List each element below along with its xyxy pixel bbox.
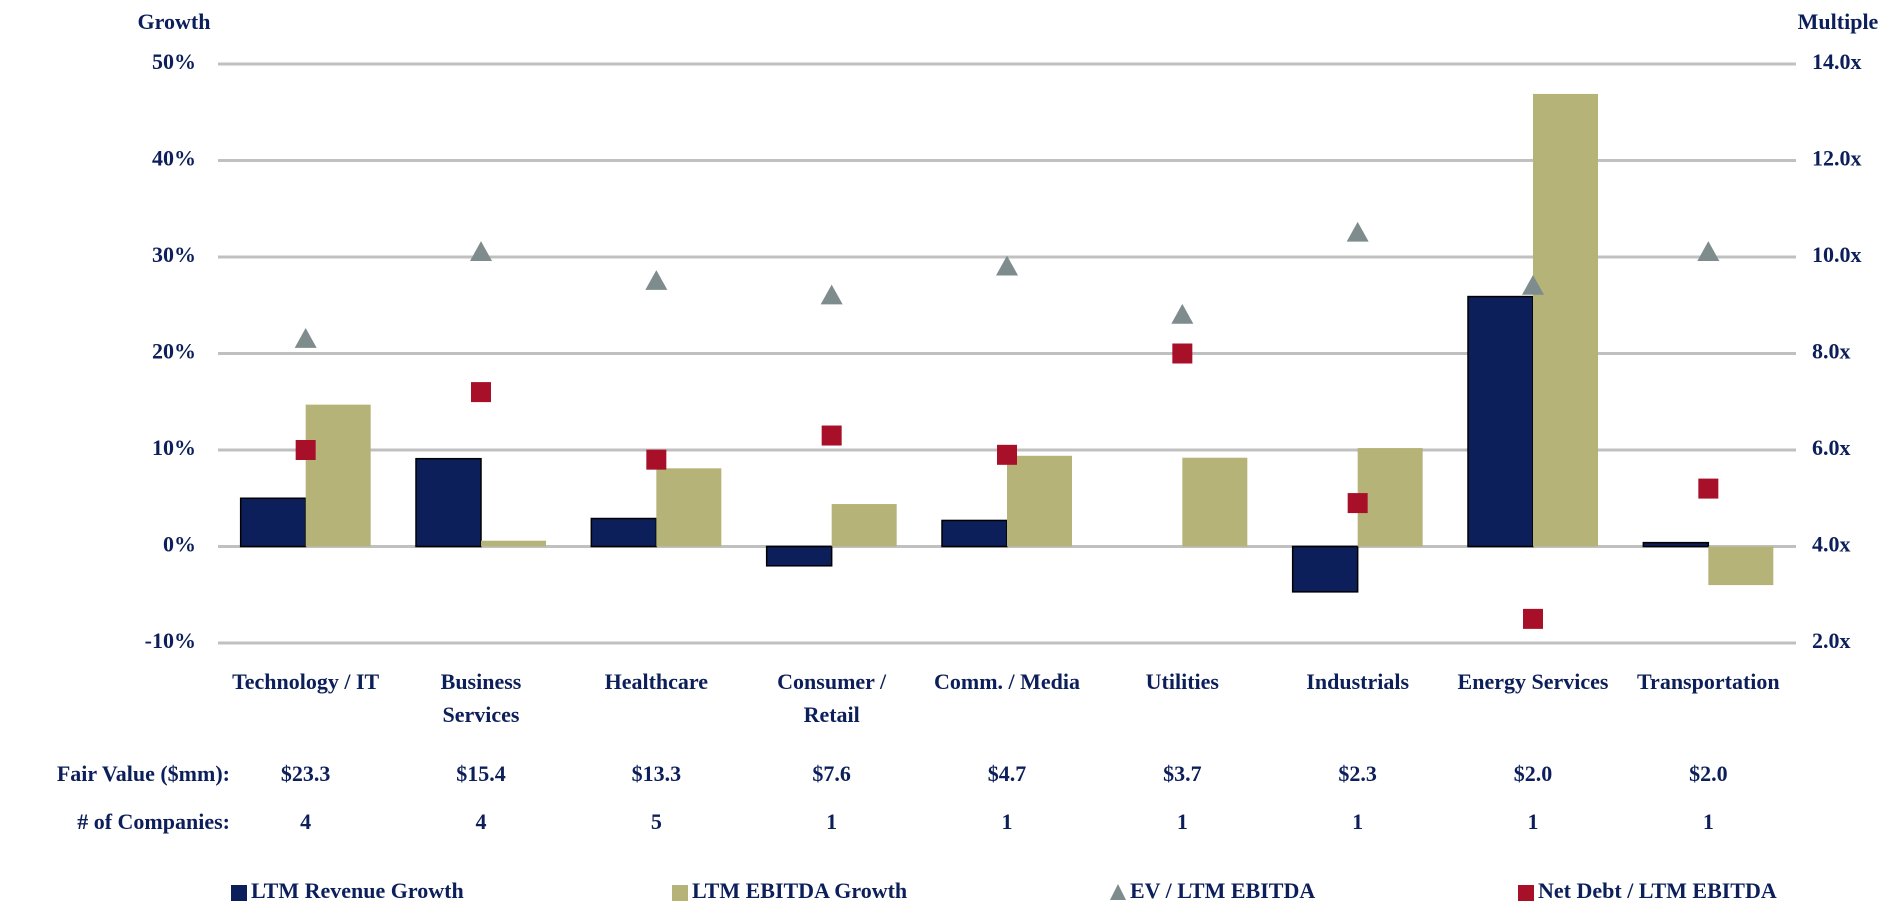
- fair-value: $2.3: [1338, 761, 1377, 786]
- triangle-marker: [1522, 274, 1544, 295]
- square-marker: [1347, 493, 1368, 514]
- y-tick-label: 50%: [152, 49, 196, 74]
- fair-value: $2.0: [1514, 761, 1553, 786]
- bar: [1182, 457, 1248, 547]
- bar: [239, 497, 307, 548]
- y2-tick-label: 10.0x: [1812, 242, 1862, 267]
- company-count: 1: [826, 809, 837, 834]
- company-count: 4: [476, 809, 487, 834]
- x-tick-label: Consumer / Retail: [777, 669, 887, 727]
- y2-tick-label: 4.0x: [1812, 532, 1851, 557]
- y-tick-label: 20%: [152, 339, 196, 364]
- triangle-marker: [1697, 241, 1720, 261]
- triangle-marker: [1171, 303, 1194, 324]
- fair-value: $23.3: [281, 761, 331, 786]
- bar: [590, 517, 658, 548]
- square-marker: [646, 449, 667, 470]
- x-tick-label: Transportation: [1637, 669, 1780, 694]
- x-tick-label: Healthcare: [605, 669, 709, 694]
- companies-label: # of Companies:: [77, 809, 230, 834]
- x-tick-label: Comm. / Media: [934, 669, 1080, 694]
- company-count: 1: [1352, 809, 1363, 834]
- bar: [831, 504, 897, 547]
- legend-label: EV / LTM EBITDA: [1130, 878, 1315, 903]
- square-marker: [1698, 478, 1719, 499]
- fair-value-label: Fair Value ($mm):: [57, 761, 230, 786]
- company-count: 5: [651, 809, 662, 834]
- company-count: 1: [1177, 809, 1188, 834]
- triangle-marker: [294, 328, 317, 348]
- bar: [765, 545, 833, 567]
- legend-swatch: [672, 885, 688, 901]
- y-tick-label: -10%: [145, 628, 196, 653]
- y2-axis-label: Multiple: [1798, 9, 1879, 34]
- legend-swatch: [1110, 884, 1126, 900]
- y-tick-label: 30%: [152, 242, 196, 267]
- legend-label: LTM Revenue Growth: [251, 878, 464, 903]
- fair-value: $4.7: [988, 761, 1027, 786]
- bar: [1007, 455, 1072, 547]
- company-count: 1: [1002, 809, 1013, 834]
- fair-value: $13.3: [632, 761, 682, 786]
- company-count: 4: [300, 809, 311, 834]
- x-tick-label: Utilities: [1146, 669, 1220, 694]
- triangle-marker: [1346, 221, 1369, 242]
- x-tick-label: Energy Services: [1458, 669, 1609, 694]
- legend-label: Net Debt / LTM EBITDA: [1538, 878, 1777, 903]
- y2-tick-label: 12.0x: [1812, 146, 1862, 171]
- x-tick-label: Technology / IT: [232, 669, 379, 694]
- bar: [1291, 545, 1359, 593]
- legend-label: LTM EBITDA Growth: [692, 878, 907, 903]
- bar: [1708, 546, 1774, 586]
- bar: [941, 519, 1008, 548]
- y2-tick-label: 2.0x: [1812, 628, 1851, 653]
- fair-value: $15.4: [456, 761, 506, 786]
- x-tick-label: Industrials: [1306, 669, 1409, 694]
- triangle-marker: [470, 241, 492, 261]
- bar: [415, 457, 482, 548]
- bar: [1642, 541, 1710, 548]
- square-marker: [997, 444, 1017, 465]
- company-count: 1: [1703, 809, 1714, 834]
- bar: [481, 540, 546, 547]
- company-count: 1: [1528, 809, 1539, 834]
- y2-tick-label: 6.0x: [1812, 435, 1851, 460]
- fair-value: $7.6: [812, 761, 851, 786]
- bar: [1533, 93, 1598, 547]
- x-tick-label: Business Services: [441, 669, 522, 727]
- y2-tick-label: 14.0x: [1812, 49, 1862, 74]
- fair-value: $2.0: [1689, 761, 1728, 786]
- y-axis-label: Growth: [138, 9, 211, 34]
- fair-value: $3.7: [1163, 761, 1202, 786]
- bar: [305, 404, 371, 547]
- bar: [1467, 295, 1534, 548]
- triangle-marker: [645, 270, 668, 290]
- square-marker: [821, 425, 842, 446]
- y-tick-label: 40%: [152, 146, 196, 171]
- y2-tick-label: 8.0x: [1812, 339, 1851, 364]
- legend-swatch: [231, 885, 247, 901]
- bar: [656, 468, 722, 547]
- y-tick-label: 0%: [163, 532, 196, 557]
- square-marker: [1172, 343, 1193, 364]
- triangle-marker: [820, 284, 843, 305]
- square-marker: [471, 382, 491, 403]
- bar: [1357, 448, 1423, 547]
- legend-swatch: [1518, 885, 1534, 901]
- square-marker: [295, 440, 316, 460]
- square-marker: [1523, 608, 1543, 629]
- y-tick-label: 10%: [152, 435, 196, 460]
- triangle-marker: [996, 255, 1018, 276]
